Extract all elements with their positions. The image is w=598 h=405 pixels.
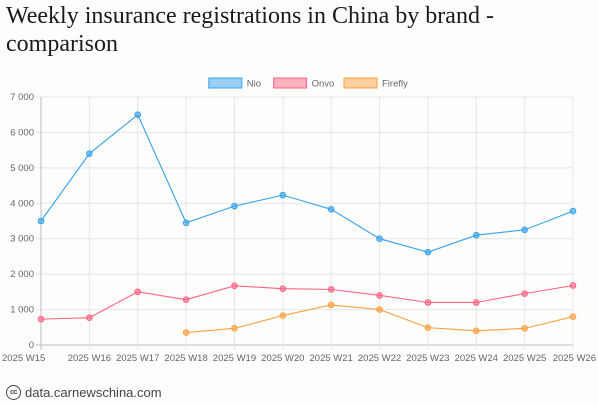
data-point[interactable] — [472, 327, 480, 335]
series-firefly — [182, 301, 577, 336]
data-point[interactable] — [569, 282, 577, 289]
legend-label: Onvo — [312, 79, 335, 90]
data-point[interactable] — [182, 219, 190, 227]
chart-title: Weekly insurance registrations in China … — [6, 3, 494, 57]
cc-license-icon: cc — [6, 385, 21, 400]
x-tick-label: 2025 W23 — [406, 353, 449, 364]
data-point[interactable] — [521, 226, 528, 234]
legend-item-nio[interactable]: Nio — [208, 77, 261, 90]
x-tick-label: 2025 W21 — [310, 353, 353, 364]
legend: Nio Onvo Firefly — [208, 77, 408, 90]
data-point[interactable] — [327, 286, 335, 293]
x-tick-label: 2025 W22 — [358, 353, 401, 364]
x-tick-label: 2025 W25 — [503, 353, 546, 364]
data-point[interactable] — [424, 324, 432, 331]
legend-swatch — [273, 77, 308, 89]
data-point[interactable] — [86, 150, 93, 157]
source-attribution: cc data.carnewschina.com — [6, 385, 162, 400]
legend-label: Firefly — [382, 79, 408, 90]
data-point[interactable] — [472, 231, 480, 239]
y-tick-label: 7 000 — [10, 92, 34, 103]
x-tick-label: 2025 W19 — [213, 353, 256, 364]
data-point[interactable] — [37, 217, 45, 225]
data-point[interactable] — [424, 248, 432, 256]
data-point[interactable] — [134, 111, 142, 119]
x-tick-label: 2025 W18 — [164, 353, 207, 364]
data-point[interactable] — [231, 202, 238, 210]
data-point[interactable] — [182, 296, 190, 303]
y-tick-label: 5 000 — [10, 163, 34, 174]
data-point[interactable] — [521, 290, 528, 297]
data-point[interactable] — [327, 206, 335, 213]
y-tick-label: 2 000 — [10, 269, 34, 280]
x-axis: 2025 W15 2025 W16 2025 W17 2025 W18 2025 W19… — [2, 353, 596, 364]
series-line — [40, 284, 574, 320]
data-point[interactable] — [376, 292, 383, 299]
data-point[interactable] — [279, 191, 287, 199]
data-point[interactable] — [376, 235, 383, 243]
data-point[interactable] — [327, 301, 335, 309]
data-point[interactable] — [376, 306, 383, 313]
source-text: data.carnewschina.com — [25, 385, 162, 400]
x-tick-label: 2025 W17 — [116, 353, 159, 364]
legend-label: Nio — [247, 79, 261, 90]
series-group — [37, 111, 577, 336]
data-point[interactable] — [279, 312, 287, 319]
x-tick-label: 2025 W26 — [553, 353, 596, 364]
data-point[interactable] — [134, 288, 142, 296]
data-point[interactable] — [569, 313, 577, 320]
data-point[interactable] — [182, 329, 190, 336]
data-point[interactable] — [472, 299, 480, 306]
legend-swatch — [208, 77, 243, 89]
legend-item-onvo[interactable]: Onvo — [273, 77, 335, 90]
data-point[interactable] — [231, 282, 238, 290]
data-point[interactable] — [279, 285, 287, 292]
data-point[interactable] — [521, 325, 528, 332]
data-point[interactable] — [424, 299, 432, 306]
legend-swatch — [343, 77, 378, 89]
y-tick-label: 6 000 — [10, 127, 34, 138]
y-tick-label: 0 — [29, 340, 34, 351]
data-point[interactable] — [231, 325, 238, 332]
x-tick-label: 2025 W16 — [68, 353, 111, 364]
y-tick-label: 4 000 — [10, 198, 34, 209]
x-tick-label: 2025 W20 — [261, 353, 304, 364]
y-tick-label: 1 000 — [10, 305, 34, 316]
series-nio — [37, 111, 577, 256]
data-point[interactable] — [37, 315, 45, 323]
data-point[interactable] — [86, 314, 93, 322]
y-axis: 0 1 000 2 000 3 000 4 000 5 000 6 000 7 000 — [10, 92, 34, 351]
legend-item-firefly[interactable]: Firefly — [343, 77, 408, 90]
data-point[interactable] — [569, 207, 577, 215]
y-tick-label: 3 000 — [10, 234, 34, 245]
grid — [36, 96, 574, 350]
x-tick-label: 2025 W24 — [455, 353, 498, 364]
series-onvo — [37, 282, 577, 323]
x-tick-label: 2025 W15 — [2, 353, 45, 364]
series-line — [40, 113, 574, 253]
